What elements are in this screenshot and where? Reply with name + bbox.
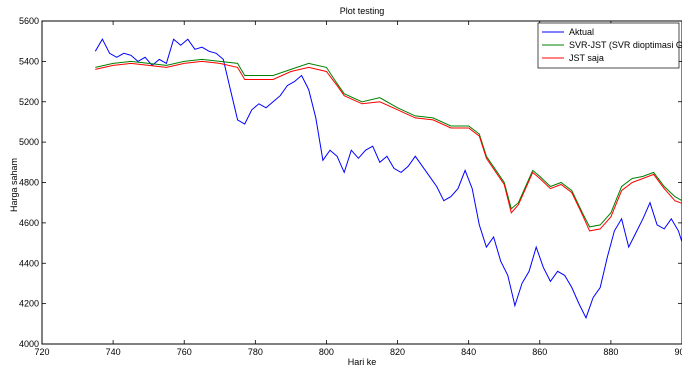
y-tick-label: 4000 xyxy=(19,339,39,349)
series-line-svr-jst xyxy=(95,58,682,228)
x-tick-label: 900 xyxy=(674,347,682,357)
series-layer xyxy=(94,38,682,320)
x-tick-label: 840 xyxy=(461,347,476,357)
series-line-aktual xyxy=(94,38,682,320)
y-tick-label: 4800 xyxy=(19,178,39,188)
series-line-jst-saja xyxy=(95,60,682,232)
y-tick-label: 5600 xyxy=(19,16,39,26)
x-tick-label: 820 xyxy=(390,347,405,357)
legend-label-jst-saja: JST saja xyxy=(569,53,604,63)
x-tick-label: 760 xyxy=(177,347,192,357)
y-tick-label: 5000 xyxy=(19,137,39,147)
x-tick-label: 740 xyxy=(106,347,121,357)
legend-entry-svr-jst: SVR-JST (SVR dioptimasi GA) xyxy=(542,40,682,50)
x-axis-label: Hari ke xyxy=(348,357,377,365)
y-axis-label: Harga saham xyxy=(9,158,19,212)
legend-label-svr-jst: SVR-JST (SVR dioptimasi GA) xyxy=(569,40,682,50)
y-tick-label: 5200 xyxy=(19,97,39,107)
y-tick-label: 4600 xyxy=(19,218,39,228)
x-axis: 720 740 760 780 800 820 840 860 880 900 xyxy=(34,21,682,357)
x-tick-label: 780 xyxy=(248,347,263,357)
x-tick-label: 800 xyxy=(319,347,334,357)
x-tick-label: 860 xyxy=(532,347,547,357)
y-axis: 4000 4200 4400 4600 4800 5000 5200 5400 5600 xyxy=(19,16,682,349)
legend: Aktual SVR-JST (SVR dioptimasi GA) JST s… xyxy=(537,22,682,69)
legend-label-aktual: Aktual xyxy=(569,27,594,37)
x-tick-label: 880 xyxy=(603,347,618,357)
legend-entry-aktual: Aktual xyxy=(542,27,594,37)
x-tick-label: 720 xyxy=(34,347,49,357)
chart-title: Plot testing xyxy=(340,6,385,16)
y-tick-label: 5400 xyxy=(19,56,39,66)
y-tick-label: 4400 xyxy=(19,258,39,268)
plot-area xyxy=(41,20,682,345)
y-tick-label: 4200 xyxy=(19,299,39,309)
legend-entry-jst-saja: JST saja xyxy=(542,53,604,63)
